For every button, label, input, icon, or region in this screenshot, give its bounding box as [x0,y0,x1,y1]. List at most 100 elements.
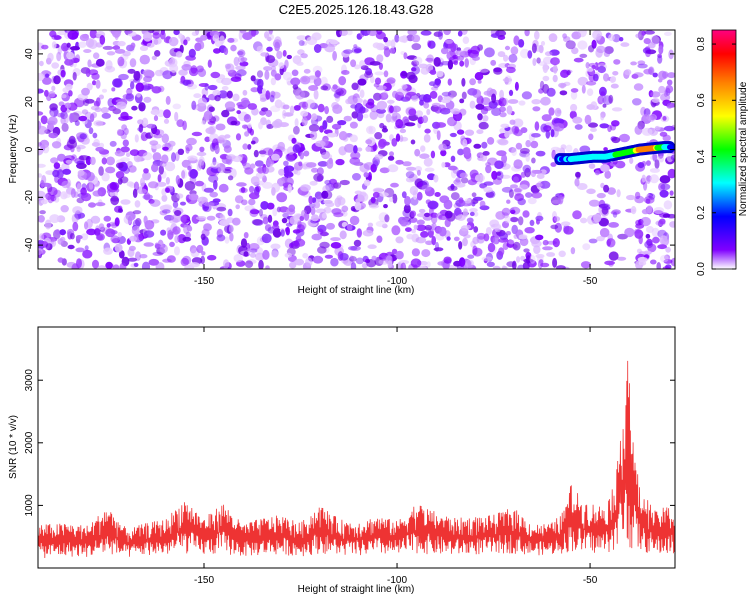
noise-speckle [431,214,438,224]
noise-speckle [467,88,478,96]
noise-speckle [481,256,493,262]
noise-speckle [501,207,511,216]
noise-speckle [242,143,249,150]
noise-speckle [218,183,229,193]
noise-speckle [600,231,610,236]
noise-speckle [411,65,420,75]
noise-speckle [601,206,609,215]
noise-speckle [241,199,248,206]
noise-speckle [443,256,452,264]
noise-speckle [389,47,396,54]
noise-speckle [93,120,104,127]
noise-speckle [353,44,358,49]
noise-speckle [356,147,363,152]
noise-speckle [120,176,129,184]
noise-speckle [207,84,218,91]
noise-speckle [460,177,469,184]
noise-speckle [123,214,133,225]
noise-speckle [354,64,361,70]
noise-speckle [443,30,451,36]
noise-speckle [362,114,369,119]
noise-speckle [563,226,574,235]
noise-speckle [395,119,404,129]
noise-speckle [619,133,630,143]
noise-speckle [499,112,507,118]
noise-speckle [139,254,148,259]
noise-speckle [360,65,369,71]
noise-speckle [670,257,675,267]
noise-speckle [577,40,588,50]
noise-speckle [525,192,533,198]
noise-speckle [149,140,159,146]
noise-speckle [441,98,451,104]
noise-speckle [75,235,83,240]
noise-speckle [364,71,374,78]
noise-speckle [57,153,66,162]
noise-speckle [659,189,669,198]
noise-speckle [553,216,561,222]
noise-speckle [225,63,235,74]
noise-speckle [236,69,247,77]
noise-speckle [599,95,607,104]
noise-speckle [271,65,276,72]
noise-speckle [570,103,578,112]
noise-speckle [140,131,149,142]
noise-speckle [659,175,671,184]
noise-speckle [560,221,571,226]
noise-speckle [232,217,241,226]
noise-speckle [286,54,292,60]
noise-speckle [134,134,139,143]
noise-speckle [434,192,441,197]
noise-speckle [420,231,429,238]
noise-speckle [349,256,357,262]
noise-speckle [562,33,567,39]
colorbar-gradient [711,29,737,270]
noise-speckle [185,144,193,152]
noise-speckle [191,131,203,137]
noise-speckle [423,102,430,109]
noise-speckle [154,183,159,191]
noise-speckle [313,44,322,53]
noise-speckle [265,109,273,118]
noise-speckle [401,191,407,199]
noise-speckle [60,191,68,200]
noise-speckle [42,76,52,85]
noise-speckle [403,204,411,214]
noise-speckle [233,56,240,67]
noise-speckle [112,45,121,50]
noise-speckle [251,219,263,226]
noise-speckle [540,123,548,133]
noise-speckle [282,50,287,57]
noise-speckle [148,181,159,189]
noise-speckle [226,90,233,99]
noise-speckle [292,55,302,65]
noise-speckle [590,127,597,132]
y-tick-label: 3000 [24,369,35,392]
noise-speckle [427,40,436,49]
noise-speckle [408,217,418,223]
noise-speckle [619,37,624,42]
noise-speckle [436,130,441,141]
noise-speckle [310,130,318,140]
noise-speckle [649,174,659,184]
noise-speckle [206,215,216,221]
noise-speckle [139,45,149,51]
noise-speckle [535,215,544,222]
noise-speckle [645,233,651,239]
noise-speckle [588,133,594,141]
noise-speckle [473,226,479,233]
noise-speckle [82,249,93,259]
noise-speckle [403,52,408,60]
noise-speckle [535,150,546,157]
noise-speckle [600,164,610,173]
noise-speckle [98,142,105,148]
noise-speckle [172,103,182,110]
noise-speckle [395,250,404,260]
noise-speckle [604,170,611,179]
noise-speckle [106,156,115,166]
noise-speckle [662,71,669,79]
noise-speckle [374,154,384,160]
noise-speckle [368,204,380,209]
noise-speckle [659,218,666,225]
noise-speckle [611,120,620,127]
